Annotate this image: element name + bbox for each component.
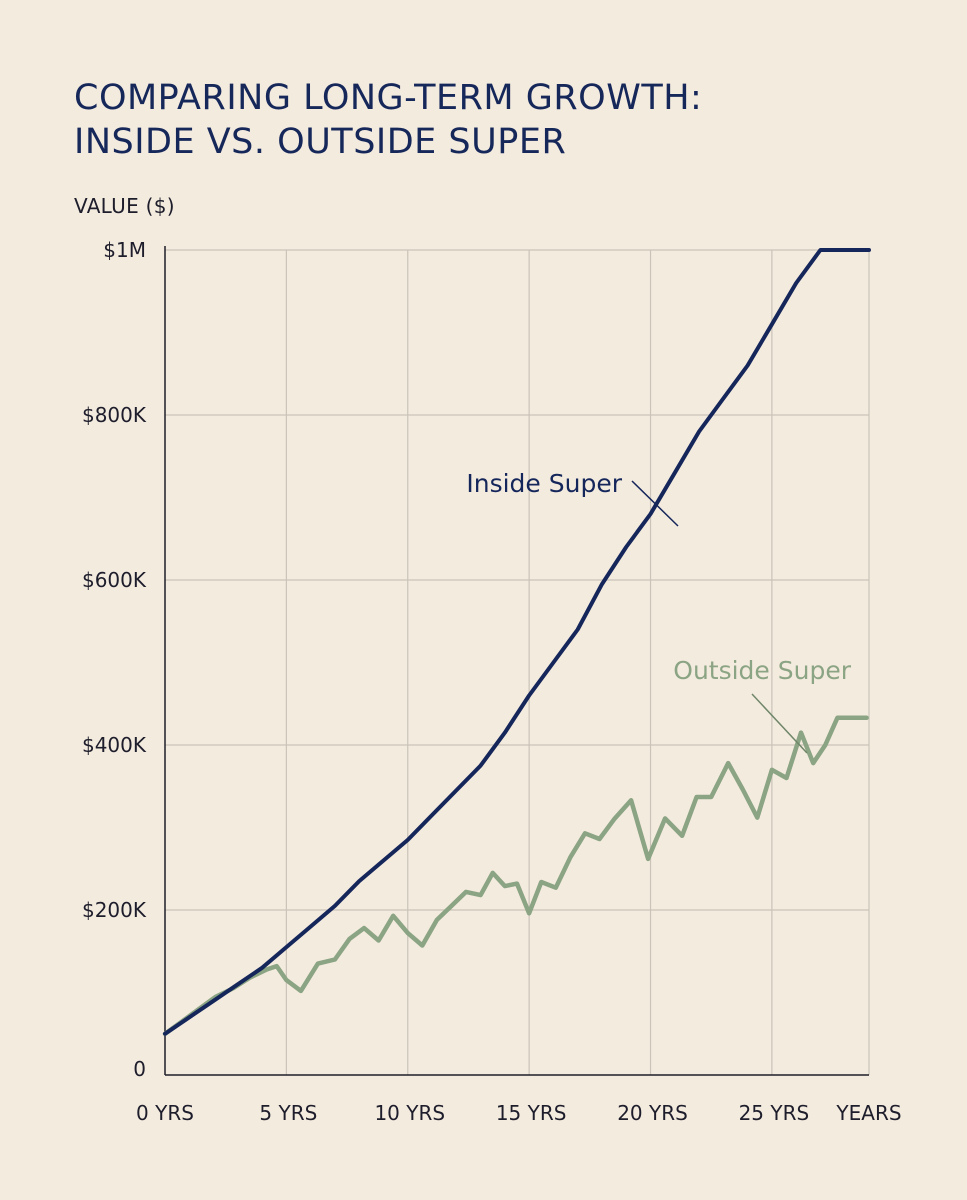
x-tick-label: 25 YRS xyxy=(739,1101,810,1125)
x-tick-label: 0 YRS xyxy=(136,1101,194,1125)
y-tick-label: $1M xyxy=(103,238,146,262)
series-annotations: Inside Super Outside Super xyxy=(466,469,852,754)
y-tick-label: $400K xyxy=(82,733,147,757)
x-tick-label: 5 YRS xyxy=(259,1101,317,1125)
y-tick-label: $800K xyxy=(82,403,147,427)
series-lines xyxy=(162,248,871,1037)
y-tick-label: $200K xyxy=(82,898,147,922)
inside-super-label: Inside Super xyxy=(466,469,622,498)
chart-title: COMPARING LONG-TERM GROWTH: INSIDE VS. O… xyxy=(74,76,934,164)
chart-title-line-2: INSIDE VS. OUTSIDE SUPER xyxy=(74,122,567,162)
series-line-inside-super xyxy=(163,248,871,1036)
outside-super-label: Outside Super xyxy=(673,656,851,685)
x-tick-label: 20 YRS xyxy=(617,1101,688,1125)
chart-title-line-1: COMPARING LONG-TERM GROWTH: xyxy=(74,78,703,118)
series-line-outside-super xyxy=(162,715,869,1037)
tick-labels: 0 $200K $400K $600K $800K $1M 0 YRS 5 YRS 10 YRS… xyxy=(82,238,902,1125)
grid-lines xyxy=(165,249,870,1075)
x-tick-label: 10 YRS xyxy=(374,1101,445,1125)
inside-super-leader-line xyxy=(631,480,679,527)
y-tick-label: $600K xyxy=(82,568,147,592)
y-axis-label: VALUE ($) xyxy=(74,194,175,218)
x-tick-label: 15 YRS xyxy=(496,1101,567,1125)
axes xyxy=(164,246,869,1076)
outside-super-leader-line xyxy=(751,693,808,754)
y-tick-label: 0 xyxy=(133,1057,146,1081)
x-axis-label: YEARS xyxy=(835,1101,901,1125)
